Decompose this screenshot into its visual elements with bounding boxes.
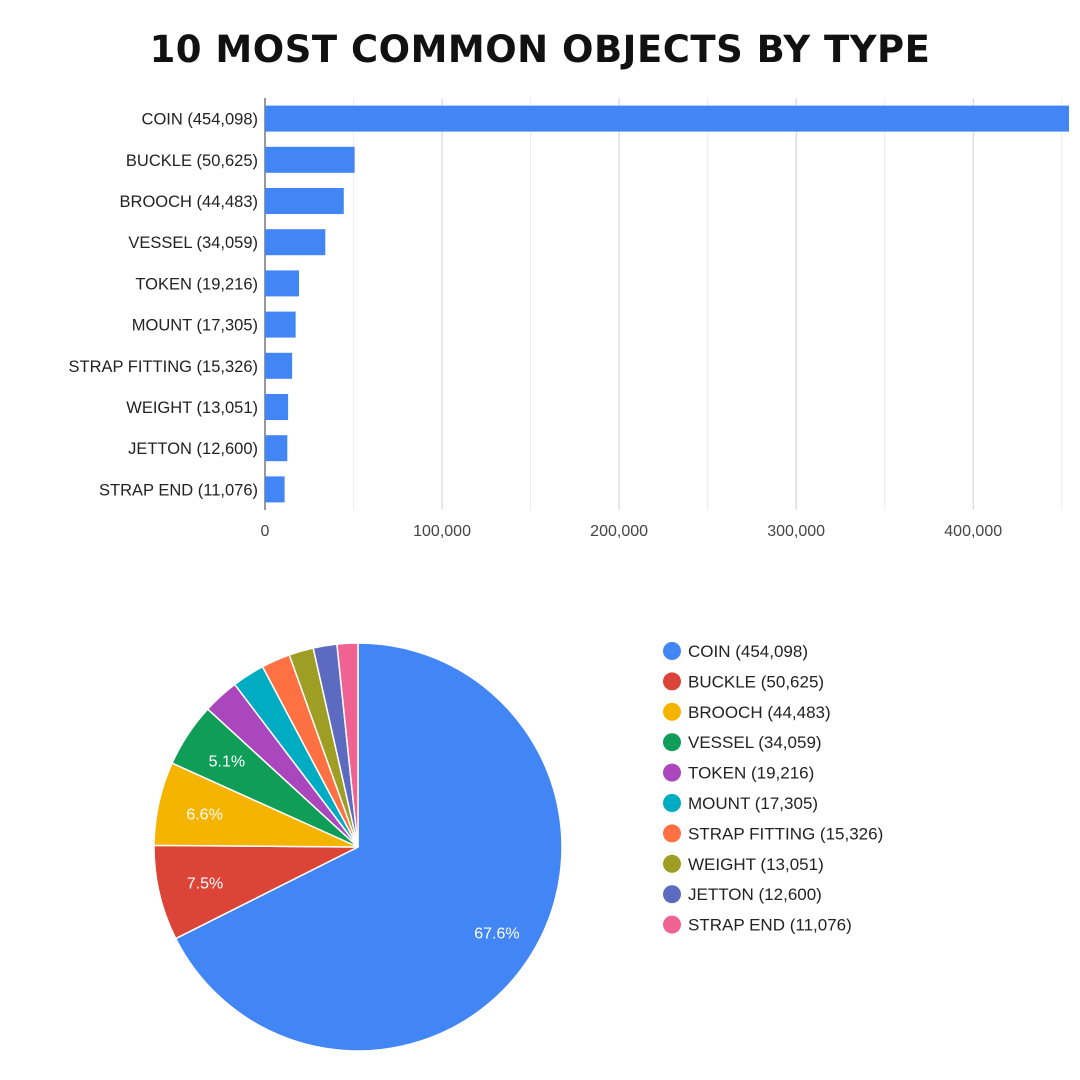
legend-label: BUCKLE (50,625) — [688, 672, 824, 691]
pie-slice — [153, 844, 359, 940]
x-tick-label: 100,000 — [413, 523, 471, 540]
bar — [265, 352, 293, 379]
legend-swatch — [663, 824, 681, 843]
legend-label: STRAP FITTING (15,326) — [688, 824, 883, 843]
legend-label: WEIGHT (13,051) — [688, 855, 824, 874]
legend-swatch — [663, 763, 681, 782]
legend-swatch — [663, 915, 681, 934]
legend-swatch — [663, 672, 681, 691]
pie-slice — [174, 642, 563, 1052]
legend-label: BROOCH (44,483) — [688, 703, 831, 722]
legend-swatch — [663, 885, 681, 904]
legend-label: VESSEL (34,059) — [688, 733, 822, 752]
legend-swatch — [663, 854, 681, 873]
category-label: VESSEL (34,059) — [128, 234, 258, 252]
x-tick-label: 300,000 — [767, 523, 825, 540]
legend-label: COIN (454,098) — [688, 642, 808, 661]
slice-label: 6.6% — [186, 806, 222, 823]
legend-label: TOKEN (19,216) — [688, 764, 814, 783]
category-label: COIN (454,098) — [142, 111, 258, 129]
slice-label: 7.5% — [187, 876, 223, 893]
category-label: BROOCH (44,483) — [120, 193, 258, 211]
bar — [265, 146, 355, 173]
category-label: BUCKLE (50,625) — [126, 152, 258, 170]
legend-swatch — [663, 702, 681, 721]
category-label: TOKEN (19,216) — [135, 275, 258, 293]
category-label: STRAP FITTING (15,326) — [69, 358, 259, 376]
legend-swatch — [663, 642, 681, 660]
bar — [265, 435, 288, 462]
legend-label: MOUNT (17,305) — [688, 794, 818, 813]
legend-label: STRAP END (11,076) — [688, 916, 852, 935]
bar — [265, 229, 326, 256]
bar — [265, 105, 1069, 132]
pie-chart: 67.6% 7.5% 6.6% 5.1% COIN (454,098) BUCKLE (5… — [153, 642, 883, 1052]
x-tick-label: 200,000 — [590, 523, 648, 540]
bar — [265, 476, 285, 503]
legend-swatch — [663, 733, 681, 752]
x-tick-label: 0 — [261, 523, 270, 540]
slice-label: 67.6% — [474, 926, 519, 943]
category-label: JETTON (12,600) — [128, 440, 258, 458]
x-tick-label: 400,000 — [944, 523, 1002, 540]
category-label: STRAP END (11,076) — [99, 481, 258, 499]
bar-chart: 0 100,000 200,000 300,000 400,000 COIN (454,0… — [69, 98, 1069, 540]
legend-label: JETTON (12,600) — [688, 885, 822, 904]
bar — [265, 270, 300, 297]
bar — [265, 394, 289, 420]
category-label: WEIGHT (13,051) — [126, 399, 258, 417]
pie-slice — [336, 642, 359, 848]
bar — [265, 188, 344, 214]
legend-swatch — [663, 794, 681, 812]
category-label: MOUNT (17,305) — [132, 317, 258, 335]
bar — [265, 311, 296, 338]
page-title: 10 MOST COMMON OBJECTS BY TYPE — [149, 28, 931, 71]
slice-label: 5.1% — [209, 754, 245, 771]
